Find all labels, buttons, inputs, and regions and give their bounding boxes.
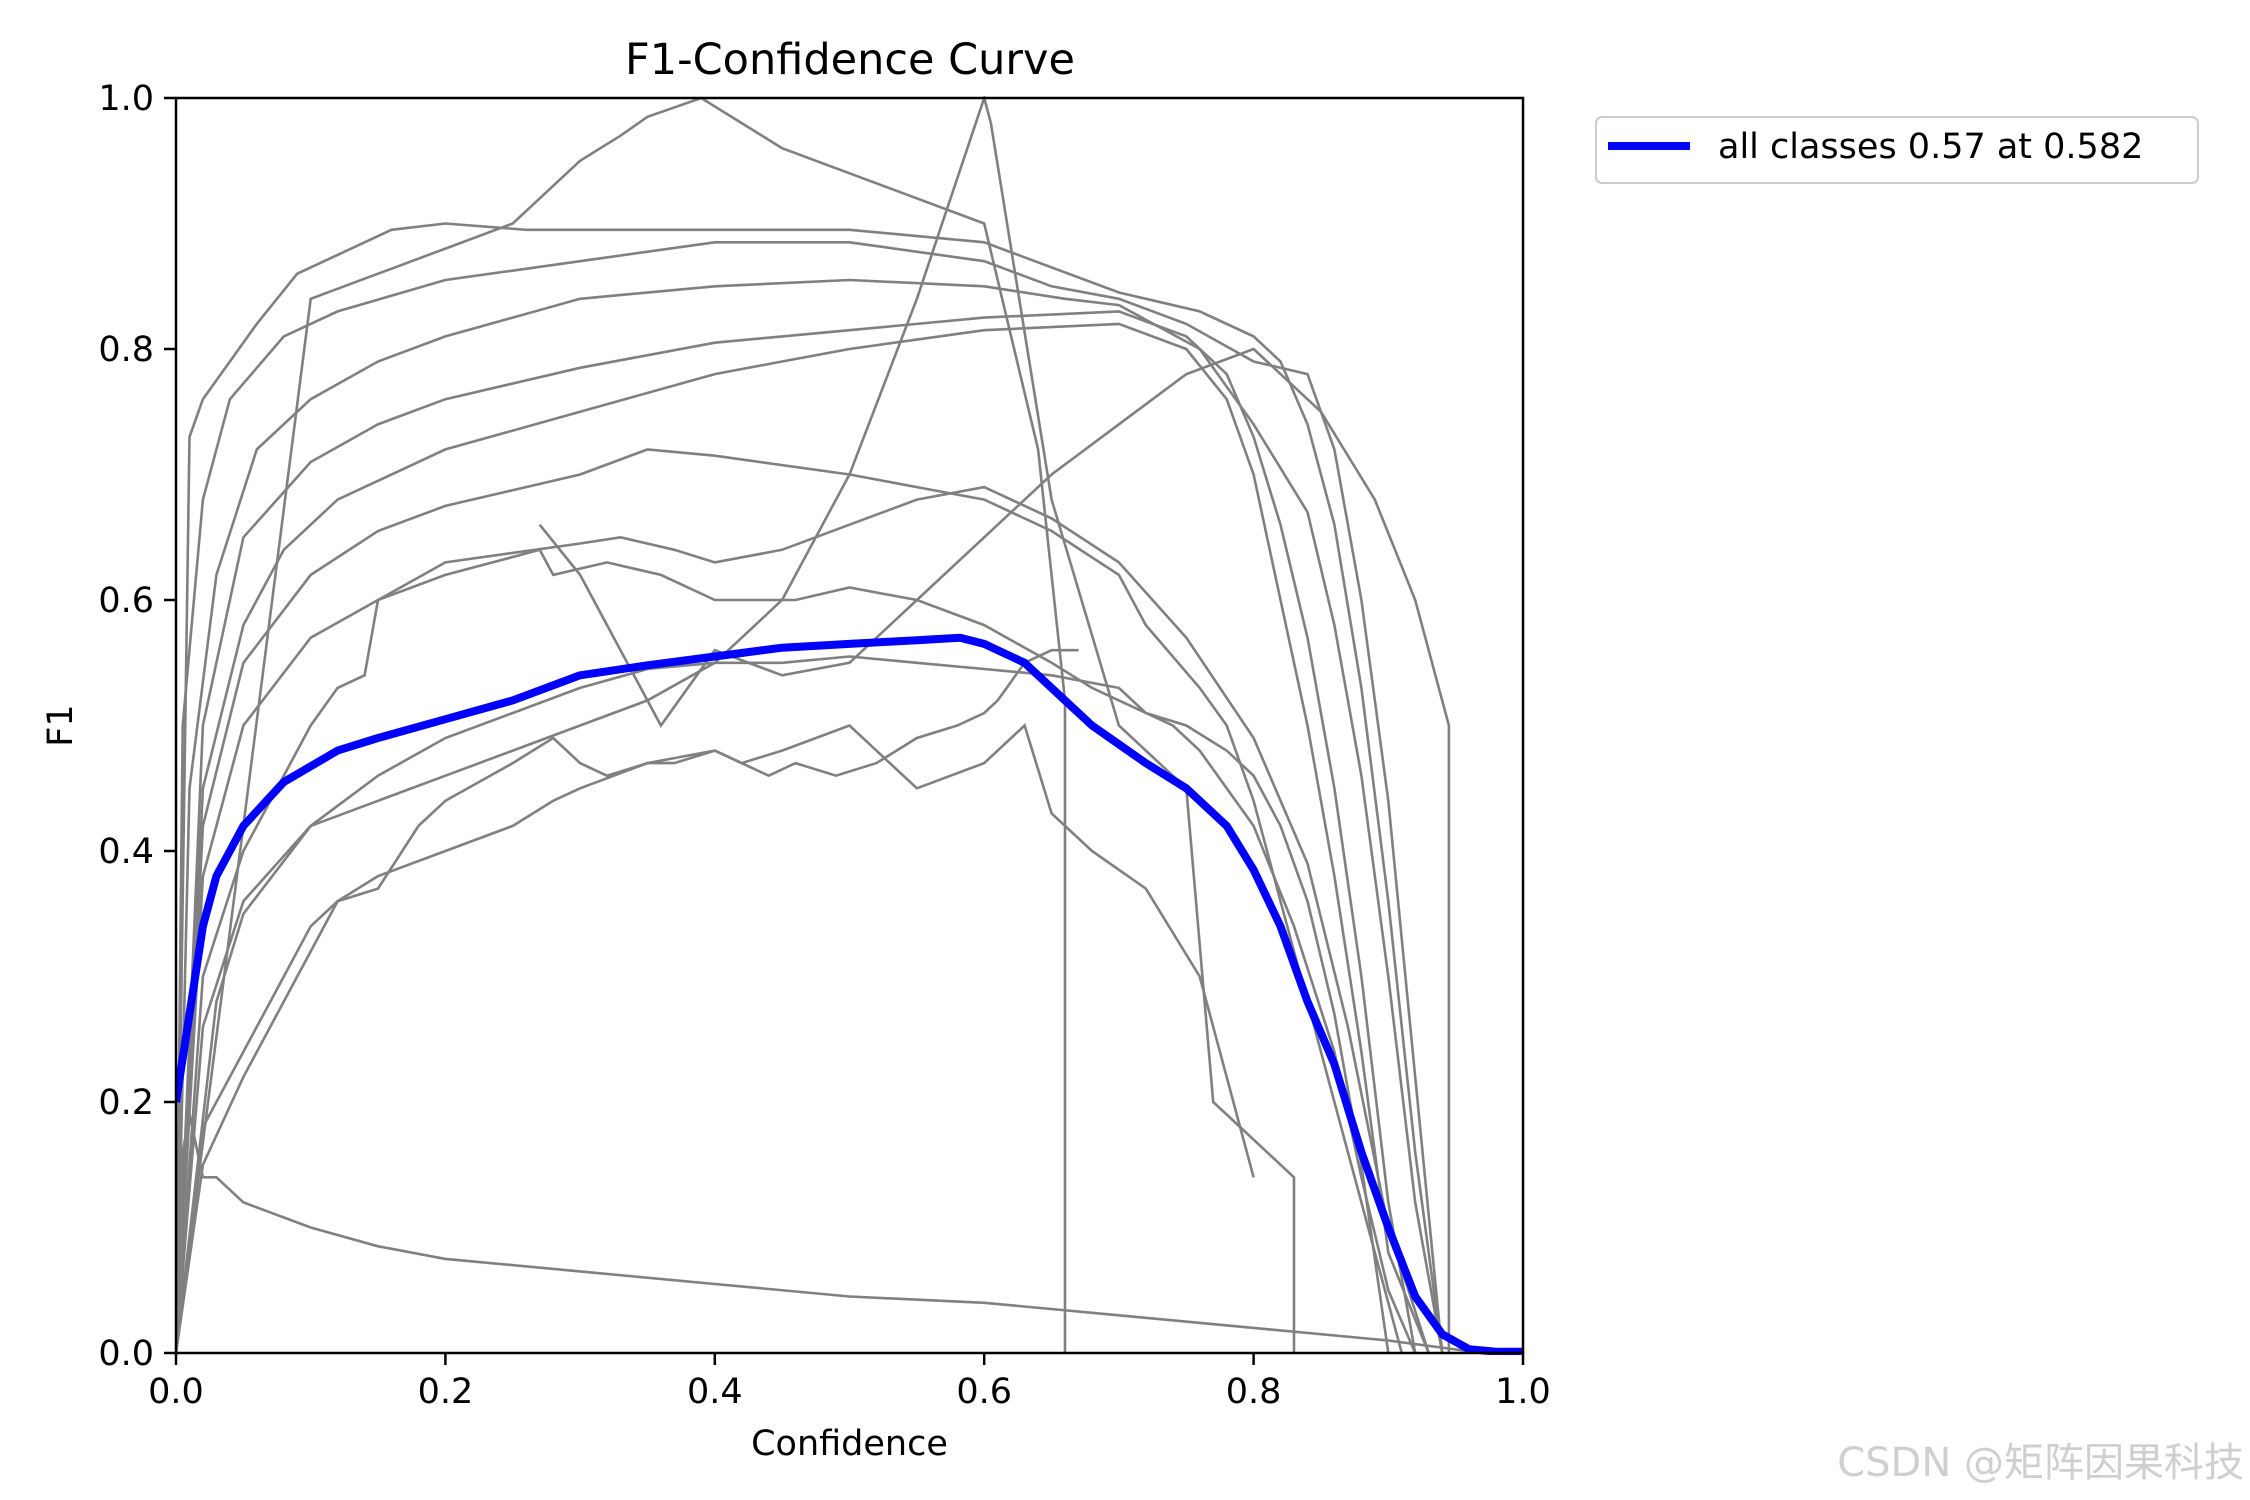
y-tick-label: 0.4	[98, 832, 154, 872]
series-line-class-2	[176, 241, 1444, 1354]
legend: all classes 0.57 at 0.582	[1595, 116, 2199, 184]
curves-layer	[176, 96, 1523, 1355]
legend-label-all-classes: all classes 0.57 at 0.582	[1718, 127, 2143, 167]
x-tick-label: 0.4	[687, 1372, 743, 1412]
y-tick-label: 0.8	[98, 330, 154, 370]
series-line-class-5	[176, 322, 1430, 1354]
axis-ticks: 0.0 0.2 0.4 0.6 0.8 1.0 0.0 0.2 0.4 0.6 0.8 1.0	[98, 79, 1551, 1412]
series-line-all-classes	[176, 633, 1523, 1355]
x-tick-label: 0.8	[1226, 1372, 1282, 1412]
plot-frame	[174, 96, 1525, 1355]
legend-box	[1595, 116, 2199, 184]
y-tick-label: 0.2	[98, 1083, 154, 1123]
series-line-class-1	[176, 222, 1444, 1354]
series-line-class-3	[176, 278, 1444, 1354]
x-axis-label: Confidence	[751, 1424, 948, 1464]
series-line-class-15	[538, 347, 1451, 1353]
y-axis-label: F1	[41, 704, 81, 746]
series-line-class-4	[176, 310, 1417, 1354]
x-tick-label: 1.0	[1495, 1372, 1551, 1412]
y-tick-label: 0.6	[98, 581, 154, 621]
y-tick-label: 0.0	[98, 1334, 154, 1374]
series-line-class-13	[176, 96, 1067, 1354]
series-line-class-8	[176, 548, 1417, 1354]
series-line-class-14	[176, 96, 1296, 1354]
x-tick-label: 0.2	[418, 1372, 474, 1412]
watermark: CSDN @矩阵因果科技	[1837, 1440, 2244, 1486]
x-tick-label: 0.6	[956, 1372, 1012, 1412]
chart-title: F1-Confidence Curve	[625, 35, 1075, 85]
x-tick-label: 0.0	[148, 1372, 204, 1412]
series-line-class-9	[176, 655, 1390, 1354]
y-tick-label: 1.0	[98, 79, 154, 119]
